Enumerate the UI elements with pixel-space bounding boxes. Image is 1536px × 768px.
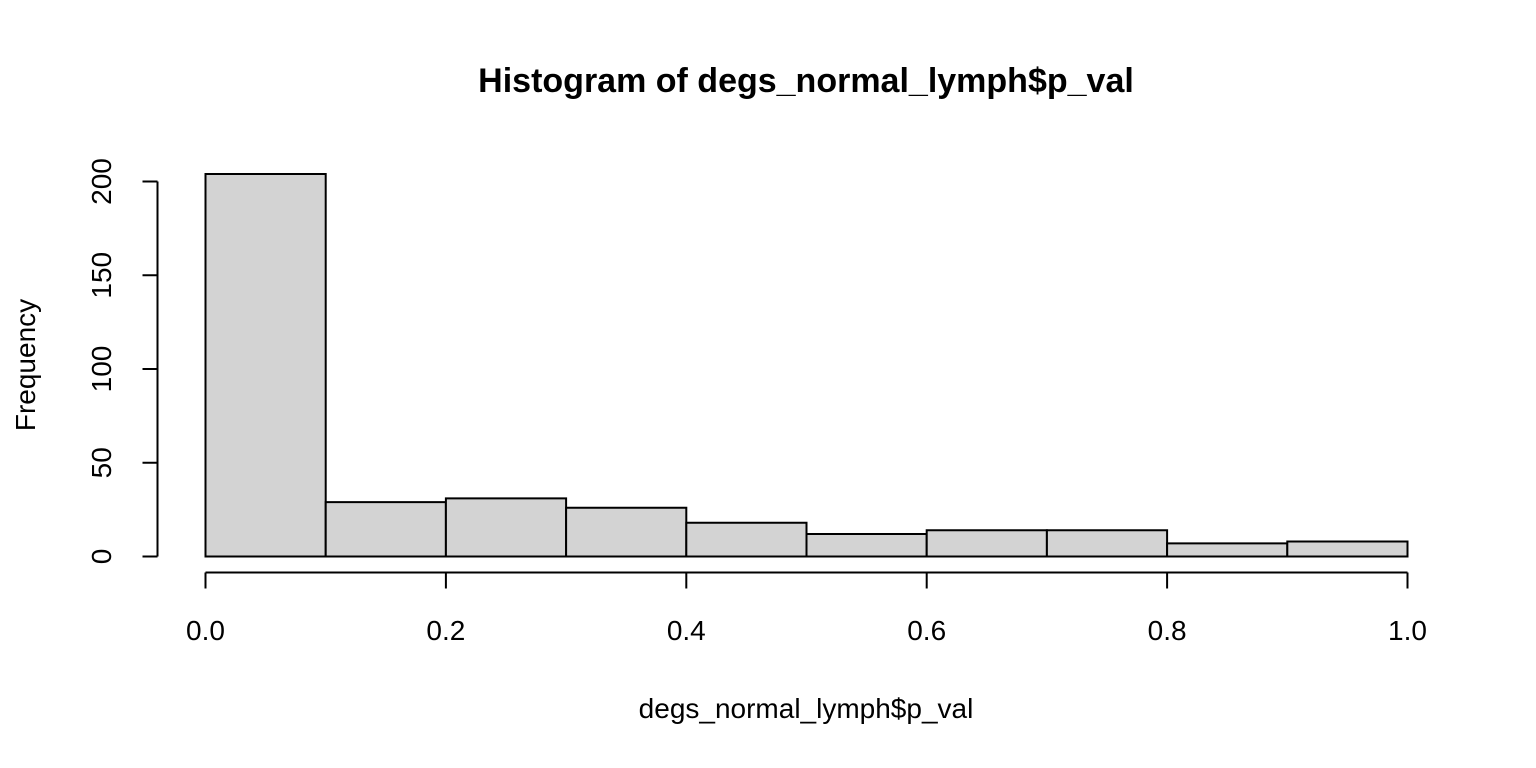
histogram-bars [204, 173, 1409, 558]
x-tick-label-4: 0.8 [1148, 615, 1187, 646]
y-tick-label-4: 200 [86, 158, 117, 205]
x-tick-label-0: 0.0 [186, 615, 225, 646]
histogram-bar-9 [1286, 540, 1409, 558]
histogram-bar-1 [324, 501, 447, 558]
histogram-bar-4 [685, 521, 808, 558]
histogram-bar-0 [204, 173, 327, 558]
histogram-bar-5 [805, 533, 928, 558]
histogram-bar-7 [1045, 529, 1169, 558]
x-tick-label-1: 0.2 [426, 615, 465, 646]
x-axis: 0.0 0.2 0.4 0.6 0.8 1.0 [186, 571, 1427, 646]
histogram-bar-6 [925, 529, 1048, 558]
y-tick-label-1: 50 [86, 447, 117, 478]
y-axis-label: Frequency [10, 299, 41, 431]
x-axis-label: degs_normal_lymph$p_val [639, 693, 974, 724]
x-tick-label-5: 1.0 [1388, 615, 1427, 646]
x-tick-label-3: 0.6 [907, 615, 946, 646]
histogram-bar-2 [444, 497, 568, 558]
y-tick-label-2: 100 [86, 346, 117, 393]
x-tick-label-2: 0.4 [667, 615, 706, 646]
y-tick-label-3: 150 [86, 252, 117, 299]
chart-title: Histogram of degs_normal_lymph$p_val [478, 62, 1134, 100]
histogram-bar-8 [1166, 542, 1289, 558]
y-axis: 0 50 100 150 200 [86, 158, 159, 565]
histogram-bar-3 [565, 506, 688, 558]
y-tick-label-0: 0 [86, 549, 117, 565]
